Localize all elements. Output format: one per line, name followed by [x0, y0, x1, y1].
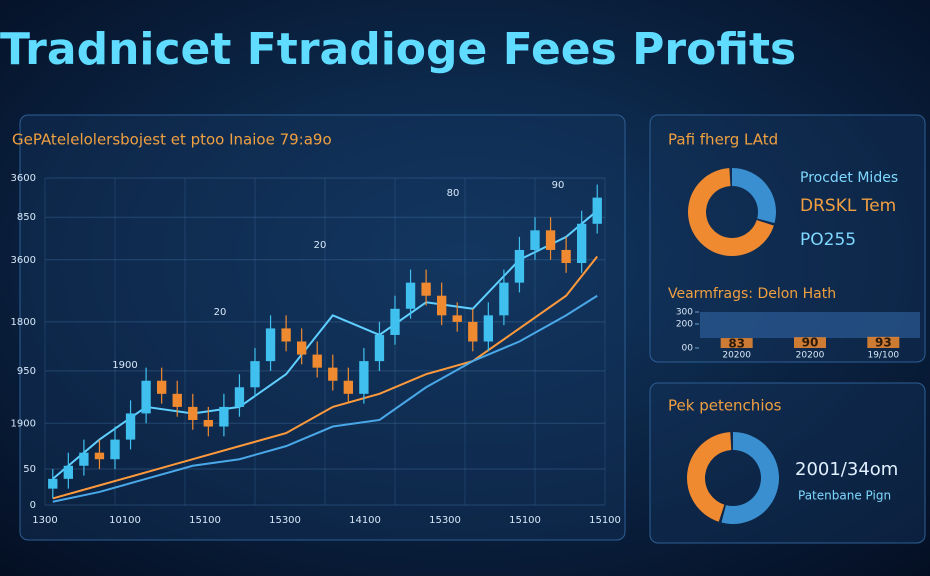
candle-body [172, 393, 182, 407]
peak-label: 1900 [112, 360, 137, 371]
candle-body [203, 419, 213, 427]
candle-body [359, 361, 369, 394]
candle-body [250, 361, 260, 388]
x-tick-label: 15100 [509, 515, 541, 526]
y-tick-label: 300 [676, 308, 693, 318]
y-tick-label: 00 [682, 344, 694, 354]
candle-body [265, 328, 276, 362]
chart-title: GePAtelelolersbojest et ptoo Inaioe 79:a… [12, 131, 332, 149]
peak-label: 20 [214, 307, 227, 318]
y-tick-label: 950 [17, 366, 36, 377]
x-tick-label: 15100 [189, 515, 221, 526]
candle-body [63, 465, 73, 479]
peak-label: 80 [447, 188, 460, 199]
candle-body [48, 478, 58, 489]
candle-body [234, 387, 245, 407]
candle-body [157, 380, 167, 394]
candle-body [437, 295, 447, 316]
candle-body [281, 328, 291, 342]
candle-body [79, 452, 89, 466]
candle-body [219, 406, 229, 427]
y-tick-label: 1900 [11, 418, 36, 429]
candle-body [374, 334, 385, 362]
bar [720, 338, 753, 348]
y-tick-label: 3600 [11, 255, 36, 266]
candle-body [328, 367, 338, 381]
candle-body [468, 321, 478, 342]
candle-body [405, 282, 416, 309]
y-tick-label: 1800 [11, 317, 36, 328]
value-label: 83 [728, 337, 745, 351]
donut-segment [732, 168, 776, 224]
panel-note: 2001/34om [795, 459, 898, 480]
candle-body [561, 249, 571, 264]
candle-body [545, 230, 556, 250]
candle-body [530, 230, 540, 250]
trend-line [52, 294, 598, 503]
candle-body [188, 406, 198, 420]
x-tick-label: 20200 [722, 351, 751, 361]
candle-body [390, 308, 400, 335]
y-tick-label: 50 [23, 464, 36, 475]
x-tick-label: 15300 [269, 515, 301, 526]
candle-body [94, 452, 105, 460]
candle-body [577, 223, 587, 264]
panel-note: PO255 [800, 230, 856, 250]
donut-segment [686, 432, 732, 522]
candle-body [343, 380, 353, 394]
candle-body [592, 197, 602, 224]
panel-note: Procdet Mides [800, 170, 898, 186]
page-title: Tradnicet Ftradioge Fees Profits [0, 24, 796, 75]
peak-label: 90 [552, 180, 565, 191]
y-tick-label: 850 [17, 212, 36, 223]
panel-note: Patenbane Pign [798, 489, 891, 503]
y-tick-label: 0 [30, 500, 36, 511]
donut-segment [688, 168, 774, 257]
candle-body [297, 341, 307, 355]
candle-body [421, 282, 431, 296]
x-tick-label: 1300 [32, 515, 57, 526]
y-tick-label: 3600 [11, 173, 36, 184]
x-tick-label: 15100 [589, 515, 621, 526]
candle-body [125, 413, 136, 440]
panel-title: Vearmfrags: Delon Hath [668, 286, 836, 302]
candle-body [312, 354, 322, 368]
candle-body [499, 282, 509, 316]
candle-body [141, 380, 151, 414]
candle-body [483, 315, 493, 342]
panel-title: Pek petenchios [668, 397, 782, 415]
candle-body [452, 315, 462, 322]
value-label: 90 [802, 336, 819, 350]
y-tick-label: 200 [676, 320, 693, 330]
x-tick-label: 20200 [796, 351, 825, 361]
bar [867, 336, 900, 348]
x-tick-label: 15300 [429, 515, 461, 526]
value-label: 93 [875, 335, 892, 349]
panel-note: DRSKL Tem [800, 196, 896, 216]
panel-title: Pafi fherg LAtd [668, 131, 778, 149]
candle-body [514, 249, 525, 283]
trend-line [52, 255, 599, 500]
bar [794, 337, 826, 348]
x-tick-label: 19/100 [867, 351, 899, 361]
bar-band [700, 312, 920, 338]
donut-segment [721, 432, 779, 524]
x-tick-label: 14100 [349, 515, 381, 526]
peak-label: 20 [314, 240, 327, 251]
x-tick-label: 10100 [109, 515, 141, 526]
candle-body [110, 439, 120, 460]
